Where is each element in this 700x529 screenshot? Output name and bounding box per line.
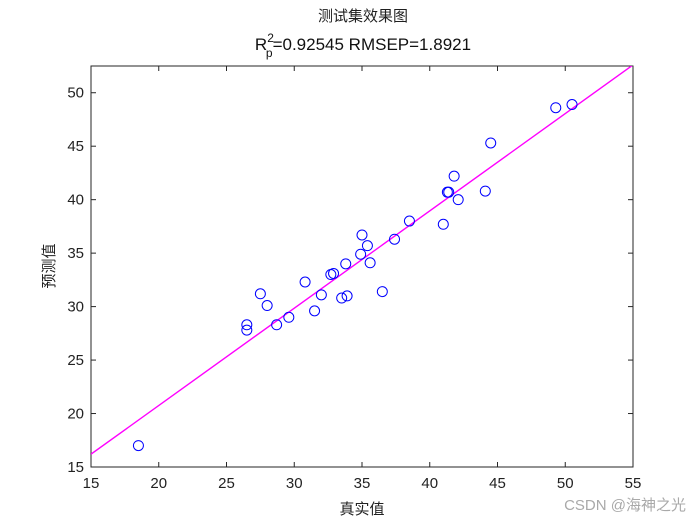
chart-subtitle: R2 p=0.92545 RMSEP=1.8921	[255, 31, 471, 60]
data-point	[437, 218, 449, 230]
data-point	[452, 194, 464, 206]
data-point	[356, 229, 368, 241]
data-point	[341, 290, 353, 302]
data-point	[283, 311, 295, 323]
subtitle-r-symbol: R	[255, 35, 267, 54]
data-point	[132, 440, 144, 452]
data-point	[361, 240, 373, 252]
data-point	[309, 305, 321, 317]
data-point	[271, 319, 283, 331]
x-tick-label: 35	[354, 475, 371, 492]
data-point	[340, 258, 352, 270]
y-axis-label: 预测值	[40, 243, 58, 288]
x-tick-label: 25	[218, 475, 235, 492]
fit-line	[91, 66, 633, 455]
data-point	[376, 286, 388, 298]
plot-frame	[90, 65, 634, 468]
y-tick-label: 30	[67, 299, 84, 316]
data-point	[403, 215, 415, 227]
y-tick-label: 15	[67, 459, 84, 476]
data-point	[389, 233, 401, 245]
data-point	[479, 185, 491, 197]
plot-area: 15 20 25 30 35 40 45 50 55 15 20 25 30 35 40 45 50	[67, 65, 641, 492]
data-point	[241, 324, 253, 336]
data-point	[443, 186, 455, 198]
y-tick-label: 45	[67, 138, 84, 155]
x-tick-label: 30	[286, 475, 303, 492]
y-tick-label: 50	[67, 85, 84, 102]
data-point	[364, 257, 376, 269]
y-tick-label: 35	[67, 245, 84, 262]
data-point	[448, 170, 460, 182]
data-point	[485, 137, 497, 149]
chart-title: 测试集效果图	[318, 7, 408, 25]
data-point	[241, 319, 253, 331]
x-tick-label: 40	[421, 475, 438, 492]
watermark-text: CSDN @海神之光	[564, 497, 686, 514]
x-tick-label: 15	[83, 475, 100, 492]
x-tick-label: 55	[625, 475, 642, 492]
data-point	[328, 267, 340, 279]
data-point	[550, 102, 562, 114]
data-point	[299, 276, 311, 288]
data-point	[336, 292, 348, 304]
x-tick-label: 45	[489, 475, 506, 492]
data-point	[566, 98, 578, 110]
data-point	[261, 300, 273, 312]
data-point	[315, 289, 327, 301]
x-tick-label: 50	[557, 475, 574, 492]
y-tick-label: 25	[67, 352, 84, 369]
subtitle-metrics: =0.92545 RMSEP=1.8921	[273, 35, 471, 54]
data-point	[254, 288, 266, 300]
x-tick-label: 20	[150, 475, 167, 492]
y-tick-label: 20	[67, 406, 84, 423]
subtitle-r-subscript: p	[266, 46, 273, 60]
y-tick-label: 40	[67, 192, 84, 209]
x-axis-label: 真实值	[339, 500, 384, 518]
subtitle-r-superscript: 2	[267, 31, 274, 45]
data-point	[355, 248, 367, 260]
